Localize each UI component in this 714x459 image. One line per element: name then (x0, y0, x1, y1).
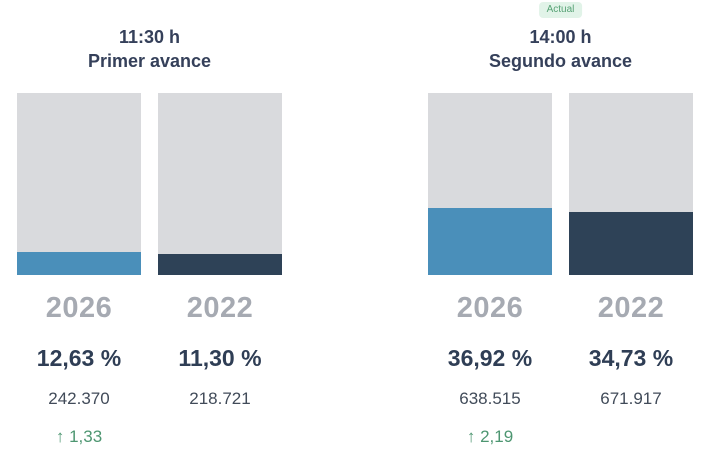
vote-count: 638.515 (459, 389, 521, 408)
bars-row (428, 93, 693, 275)
percent-value: 34,73 % (588, 345, 674, 371)
vote-count: 242.370 (48, 389, 110, 408)
year-label: 2022 (186, 292, 254, 324)
year-label: 2022 (597, 292, 665, 324)
bar-2022 (569, 93, 693, 275)
delta-up-indicator: ↑ 1,33 (55, 427, 103, 446)
bar-2026 (17, 93, 141, 275)
stats-row: 2026 12,63 % 242.370 ↑ 1,33 2022 11,30 %… (17, 291, 282, 459)
bar-2022 (158, 93, 282, 275)
stat-2026: 2026 12,63 % 242.370 ↑ 1,33 (17, 291, 141, 459)
stat-2026: 2026 36,92 % 638.515 ↑ 2,19 (428, 291, 552, 459)
stats-row: 2026 36,92 % 638.515 ↑ 2,19 2022 34,73 %… (428, 291, 693, 459)
actual-badge: Actual (538, 2, 583, 18)
year-label: 2026 (456, 292, 524, 324)
vote-count: 218.721 (189, 389, 251, 408)
bars-row (17, 93, 282, 275)
bar-fill-2022 (158, 254, 282, 275)
advance-group-second: Actual 14:00 h Segundo avance 2026 36,92… (428, 0, 693, 459)
delta-up-indicator: ↑ 2,19 (466, 427, 514, 446)
vote-count: 671.917 (600, 389, 662, 408)
percent-value: 36,92 % (447, 345, 533, 371)
bar-fill-2022 (569, 211, 693, 275)
year-label: 2026 (45, 292, 113, 324)
percent-value: 11,30 % (178, 345, 262, 371)
percent-value: 12,63 % (36, 345, 122, 371)
bar-fill-2026 (17, 252, 141, 275)
group-time: 14:00 h (529, 27, 592, 47)
bar-fill-2026 (428, 207, 552, 275)
stat-2022: 2022 34,73 % 671.917 (569, 291, 693, 459)
group-subtitle: Primer avance (87, 51, 212, 71)
advance-group-first: 11:30 h Primer avance 2026 12,63 % 242.3… (17, 0, 282, 459)
stat-2022: 2022 11,30 % 218.721 (158, 291, 282, 459)
group-time: 11:30 h (118, 27, 181, 47)
bar-2026 (428, 93, 552, 275)
group-subtitle: Segundo avance (488, 51, 633, 71)
